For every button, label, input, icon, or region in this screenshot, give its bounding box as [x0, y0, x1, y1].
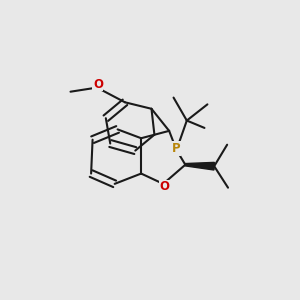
Text: P: P: [172, 142, 181, 155]
Text: O: O: [160, 180, 170, 193]
Polygon shape: [185, 162, 214, 170]
Text: O: O: [93, 77, 103, 91]
